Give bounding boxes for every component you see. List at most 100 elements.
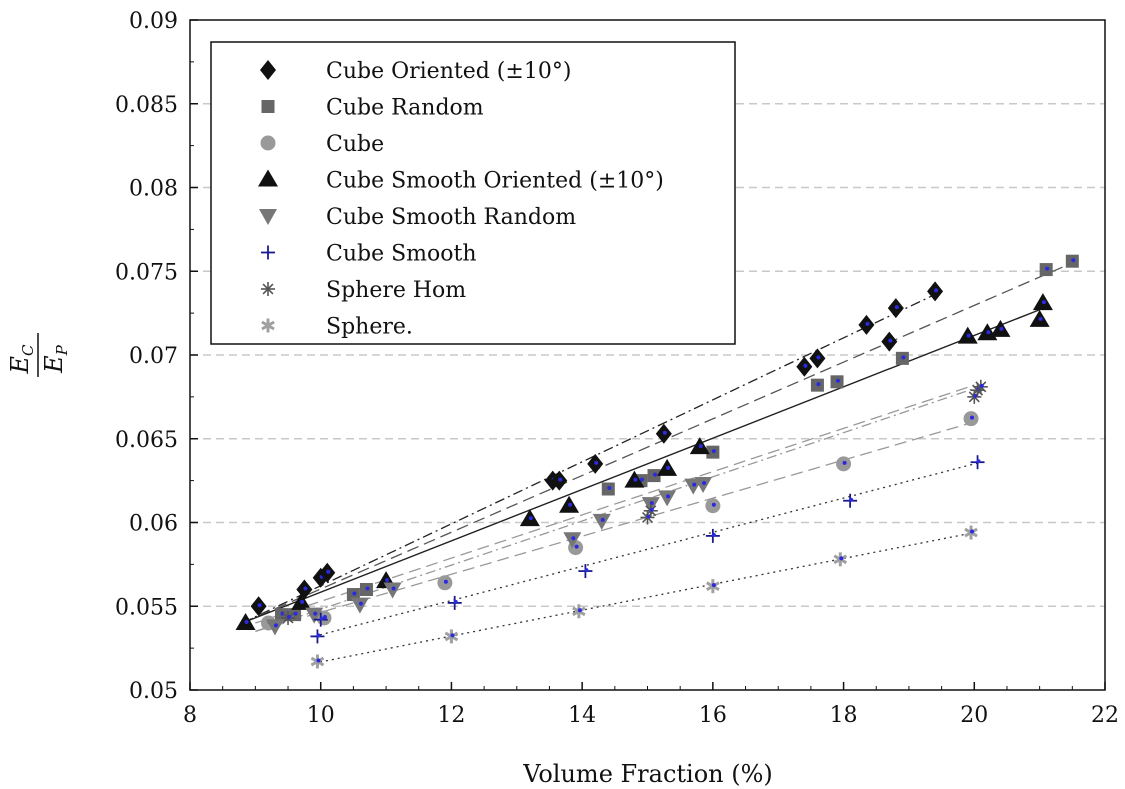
y-title-denominator-sub: P xyxy=(53,344,71,356)
data-point-center xyxy=(453,599,458,604)
data-point-center xyxy=(594,460,599,465)
legend-marker xyxy=(261,245,275,260)
x-tick-label: 20 xyxy=(960,703,988,728)
legend-label: Cube xyxy=(326,132,384,157)
svg-text:EP: EP xyxy=(40,344,71,374)
y-axis-title: EC EP xyxy=(6,333,71,377)
data-point-center xyxy=(293,611,298,616)
legend-marker xyxy=(261,100,275,113)
data-point-center xyxy=(385,578,390,583)
data-point-center xyxy=(443,579,448,584)
data-point-center xyxy=(894,305,899,310)
y-tick-label: 0.06 xyxy=(129,512,178,537)
y-tick-label: 0.055 xyxy=(115,595,178,620)
data-point-center xyxy=(316,633,321,638)
data-point-center xyxy=(287,614,292,619)
x-tick-label: 16 xyxy=(699,703,727,728)
data-point-center xyxy=(649,507,654,512)
x-tick-label: 12 xyxy=(437,703,465,728)
y-tick-label: 0.085 xyxy=(115,93,178,118)
data-point-center xyxy=(1071,258,1076,263)
data-point-center xyxy=(577,608,582,613)
data-point-center xyxy=(976,459,981,464)
legend-label: Cube Smooth Random xyxy=(326,205,576,230)
data-point-center xyxy=(999,326,1004,331)
data-point-center xyxy=(1038,316,1043,321)
data-point-center xyxy=(574,544,579,549)
data-point-center xyxy=(666,494,671,499)
legend-marker xyxy=(261,282,275,296)
y-title-denominator: E xyxy=(40,355,68,374)
data-point-center xyxy=(244,620,249,624)
data-point-center xyxy=(816,382,821,387)
data-point-center xyxy=(568,502,573,507)
data-point-center xyxy=(698,444,703,449)
data-point-center xyxy=(934,288,939,293)
y-tick-label: 0.075 xyxy=(115,260,178,285)
trend-line xyxy=(242,290,942,624)
axis-ticks: 0.05 0.055 0.06 0.065 0.07 0.075 0.08 0.085 0.09… xyxy=(115,9,1119,728)
trend-line xyxy=(314,461,981,638)
data-point-center xyxy=(358,601,363,606)
y-tick-label: 0.07 xyxy=(129,344,178,369)
data-point xyxy=(658,490,677,507)
data-point-center xyxy=(646,514,651,519)
data-point-center xyxy=(653,472,658,477)
data-point xyxy=(694,476,713,493)
legend-label: Cube Random xyxy=(326,96,484,121)
legend: Cube Oriented (±10°) Cube Random Cube Cube … xyxy=(210,41,736,345)
data-point-center xyxy=(849,497,854,502)
legend-label: Cube Smooth Oriented (±10°) xyxy=(326,169,664,194)
data-point-center xyxy=(528,516,533,521)
data-point-center xyxy=(584,568,589,573)
data-point-center xyxy=(313,611,318,616)
data-point-center xyxy=(803,363,808,368)
legend-label: Sphere Hom xyxy=(326,278,466,303)
legend-box xyxy=(210,41,736,345)
data-point xyxy=(563,532,582,549)
data-point-center xyxy=(303,586,308,591)
x-tick-label: 22 xyxy=(1091,703,1119,728)
trend-line xyxy=(255,387,975,632)
data-point-center xyxy=(300,599,305,604)
legend-label: Sphere. xyxy=(326,315,413,340)
data-point-center xyxy=(970,415,975,420)
data-point-center xyxy=(1045,266,1050,271)
trend-line xyxy=(255,384,975,624)
data-point-center xyxy=(600,517,605,522)
legend-marker xyxy=(261,318,275,333)
data-point-center xyxy=(711,583,716,588)
x-tick-label: 18 xyxy=(830,703,858,728)
data-point-center xyxy=(273,623,278,628)
svg-text:EC: EC xyxy=(6,344,37,375)
data-point xyxy=(305,607,324,624)
data-point-center xyxy=(692,482,697,487)
data-point-center xyxy=(257,603,262,608)
data-point xyxy=(383,582,402,599)
data-point-center xyxy=(662,430,667,435)
y-tick-label: 0.09 xyxy=(129,9,178,34)
legend-marker xyxy=(258,169,278,187)
x-tick-label: 14 xyxy=(568,703,596,728)
trend-line xyxy=(314,531,975,664)
legend-marker xyxy=(259,209,277,225)
data-point-center xyxy=(901,355,906,360)
data-point-center xyxy=(316,658,321,663)
data-point-center xyxy=(711,532,716,537)
data-point-center xyxy=(711,502,716,507)
data-point-center xyxy=(365,586,370,591)
data-point-center xyxy=(666,465,671,470)
legend-marker xyxy=(260,60,276,80)
data-point-center xyxy=(633,477,638,482)
data-point-center xyxy=(973,393,978,398)
data-point-center xyxy=(391,586,396,591)
data-point-center xyxy=(326,569,331,574)
data-point-center xyxy=(711,449,716,454)
data-point-center xyxy=(1041,300,1046,305)
y-tick-label: 0.065 xyxy=(115,428,178,453)
x-tick-label: 10 xyxy=(307,703,335,728)
data-point-center xyxy=(322,614,327,619)
data-point-center xyxy=(571,536,576,541)
y-tick-label: 0.05 xyxy=(129,679,178,704)
